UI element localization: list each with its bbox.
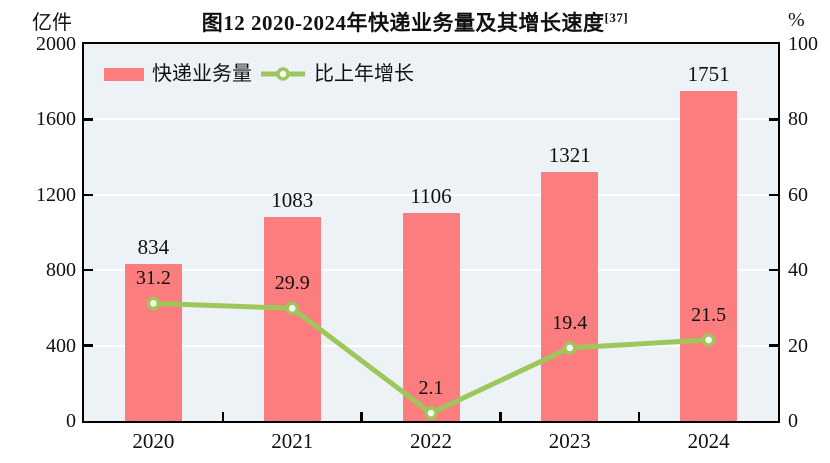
bar-2023 bbox=[541, 172, 599, 421]
right-axis-tick-20 bbox=[769, 344, 778, 347]
x-axis-label-2021: 2021 bbox=[271, 429, 314, 453]
legend-bar-label: 快递业务量 bbox=[152, 63, 252, 85]
right-axis-tick-80 bbox=[769, 118, 778, 121]
left-axis-unit: 亿件 bbox=[32, 12, 72, 34]
bar-value-label-2024: 1751 bbox=[687, 61, 730, 86]
bar-2024 bbox=[680, 90, 738, 421]
x-axis-label-2022: 2022 bbox=[410, 429, 452, 453]
left-axis-label-1600: 1600 bbox=[36, 108, 76, 131]
right-axis-label-60: 60 bbox=[788, 183, 808, 206]
left-axis-tick-1200 bbox=[84, 193, 93, 197]
right-axis-tick-60 bbox=[769, 193, 778, 197]
growth-value-label-2021: 29.9 bbox=[274, 272, 310, 295]
bar-value-label-2023: 1321 bbox=[548, 142, 591, 167]
x-axis-tick-2 bbox=[360, 412, 363, 421]
gridline-1200 bbox=[84, 193, 778, 196]
growth-marker-2022 bbox=[424, 406, 438, 420]
bar-value-label-2021: 1083 bbox=[271, 187, 314, 212]
right-axis-label-100: 100 bbox=[788, 33, 818, 55]
left-axis-label-1200: 1200 bbox=[36, 183, 76, 206]
left-axis-tick-800 bbox=[84, 268, 93, 272]
left-axis-tick-400 bbox=[84, 344, 93, 347]
right-axis-tick-40 bbox=[769, 268, 778, 272]
legend-bar-swatch bbox=[104, 67, 144, 81]
left-axis-label-800: 800 bbox=[46, 259, 76, 282]
bar-value-label-2022: 1106 bbox=[410, 183, 452, 208]
x-axis-tick-3 bbox=[499, 412, 502, 421]
growth-value-label-2022: 2.1 bbox=[418, 377, 444, 400]
gridline-1600 bbox=[84, 118, 778, 121]
growth-value-label-2023: 19.4 bbox=[552, 311, 588, 334]
x-axis-label-2024: 2024 bbox=[687, 429, 730, 453]
right-axis-label-20: 20 bbox=[788, 334, 808, 357]
growth-value-label-2020: 31.2 bbox=[135, 267, 171, 290]
x-axis-tick-1 bbox=[221, 412, 225, 421]
chart-title-text: 图12 2020-2024年快递业务量及其增长速度 bbox=[201, 11, 605, 35]
bar-value-label-2020: 834 bbox=[137, 234, 170, 259]
right-axis-label-0: 0 bbox=[788, 410, 798, 432]
x-axis-label-2020: 2020 bbox=[132, 429, 175, 453]
legend-line-label: 比上年增长 bbox=[314, 63, 414, 85]
plot-area: 快递业务量 比上年增长 834 1083 1106 1321 1751 31.2 29.9 2… bbox=[82, 42, 780, 423]
legend-line-swatch bbox=[261, 67, 305, 81]
left-axis-tick-1600 bbox=[84, 118, 93, 121]
growth-marker-2021 bbox=[285, 301, 299, 316]
left-axis-label-400: 400 bbox=[46, 334, 76, 357]
bar-2020 bbox=[124, 263, 182, 421]
bar-2022 bbox=[402, 212, 460, 421]
right-axis-label-40: 40 bbox=[788, 259, 808, 282]
left-axis-label-0: 0 bbox=[66, 410, 76, 432]
right-axis-label-80: 80 bbox=[788, 108, 808, 131]
growth-value-label-2024: 21.5 bbox=[691, 303, 727, 326]
growth-line-layer bbox=[146, 296, 716, 420]
right-axis-unit: % bbox=[788, 9, 805, 31]
chart-title-footnote-ref: [37] bbox=[604, 10, 629, 25]
left-axis-label-2000: 2000 bbox=[36, 33, 76, 55]
x-axis-label-2023: 2023 bbox=[548, 429, 591, 453]
x-axis-tick-4 bbox=[637, 412, 641, 421]
bar-2021 bbox=[263, 216, 321, 421]
chart-title: 图12 2020-2024年快递业务量及其增长速度[37] bbox=[0, 7, 830, 37]
growth-marker-2020 bbox=[146, 296, 161, 311]
growth-marker-2024 bbox=[701, 333, 716, 347]
legend: 快递业务量 比上年增长 bbox=[104, 61, 414, 87]
growth-marker-2023 bbox=[563, 341, 577, 355]
